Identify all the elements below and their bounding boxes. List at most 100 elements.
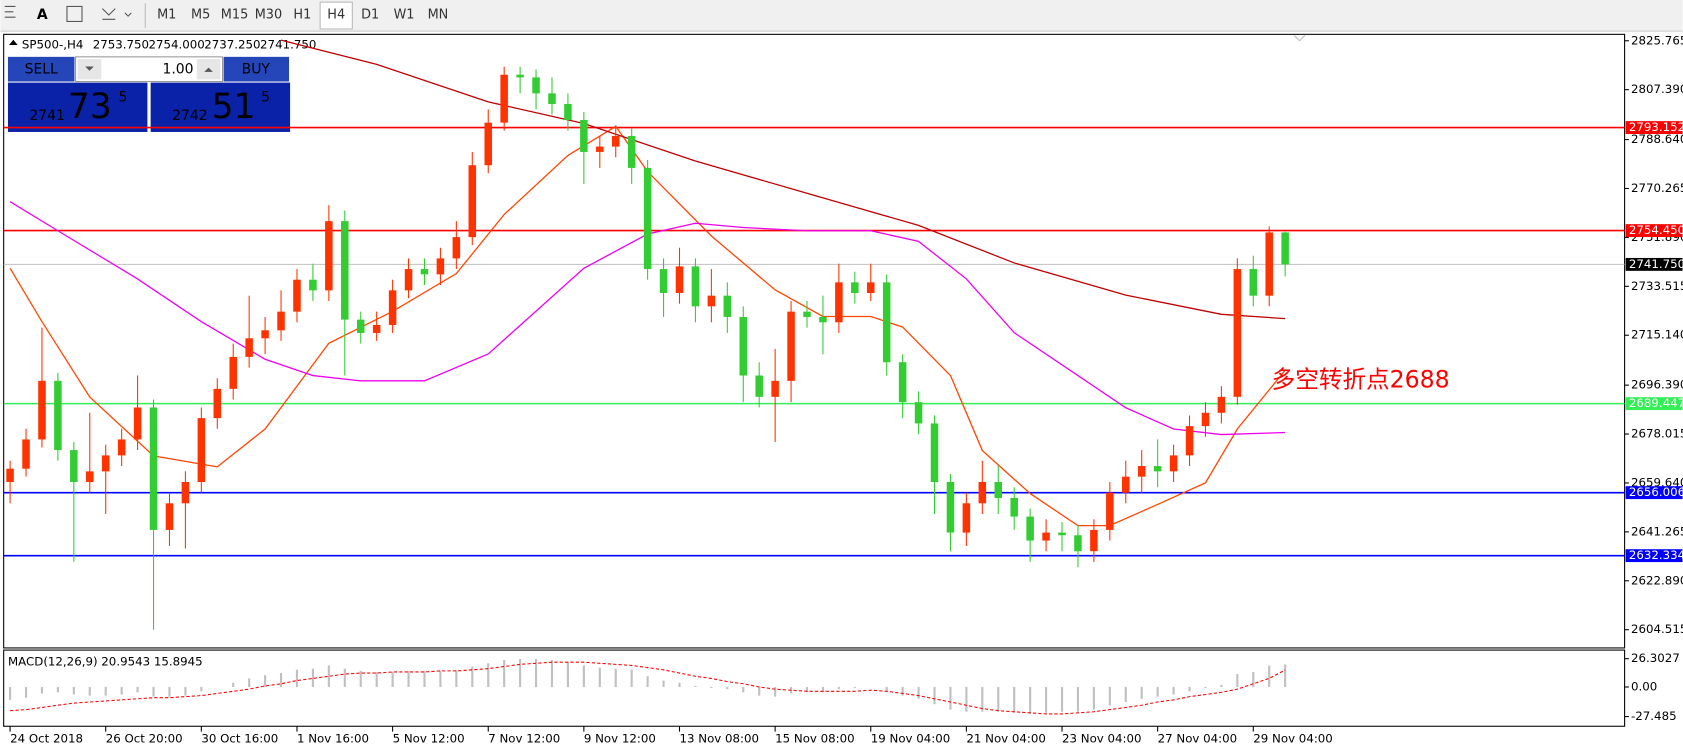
candle-body [309,279,317,291]
x-tick-label: 19 Nov 04:00 [871,732,951,746]
candle-body [133,407,142,440]
ohlc-label: 2753.750 [93,38,149,52]
candle-body [1042,532,1050,541]
sell-price-big: 2741 [29,108,64,124]
x-tick-label: 9 Nov 12:00 [584,732,656,746]
candle-body [1026,516,1034,541]
collapse-arrow[interactable] [9,39,18,46]
candle-body [245,338,253,357]
candle-body [500,74,508,123]
level-label: 2754.450 [1629,223,1683,237]
sell-button[interactable] [7,56,75,82]
moving-average [9,125,1286,527]
timeframe-button[interactable]: MN [428,8,449,23]
down-arrow [85,66,94,71]
candle-body [1122,476,1130,493]
candle-body [739,316,748,376]
price-pane [3,33,1626,649]
macd-y-tick-label: 0.00 [1631,679,1657,693]
timeframes: M1 M5 M15 M30 H1 H4 D1 W1 MN [157,1,449,30]
sell-price-box[interactable] [7,82,148,132]
icon-text-a[interactable]: A [37,7,48,23]
candle-body [755,375,763,397]
candle-body [1185,426,1194,456]
candle-body [1201,412,1210,427]
annotation: 多空转折点2688 [1272,365,1450,393]
candle-body [1074,535,1082,552]
buy-price-pips: 51 [212,87,256,127]
candle-body [627,135,636,168]
candle-body [1233,269,1242,397]
candle-body [659,269,668,294]
candle-body [404,269,413,291]
candle-body [356,319,365,333]
candle-body [707,295,716,307]
candle-body [277,311,285,331]
y-tick-label: 2678.015 [1631,427,1683,441]
candle-body [213,388,222,419]
candle-body [372,324,381,333]
candle-body [229,356,237,389]
y-tick-label: 2825.765 [1631,33,1683,47]
macd-y-tick-label: -27.485 [1631,709,1677,723]
timeframe-button[interactable]: H1 [293,8,311,23]
icon-shapes[interactable] [101,8,132,20]
candle-body [1106,492,1114,530]
candle-body [867,282,875,294]
y-tick-label: 2788.640 [1631,132,1683,146]
buy-price-box[interactable] [150,82,291,132]
level-tag [1625,121,1683,135]
candle-body [165,503,174,530]
candle-body [261,330,269,339]
candle-body [1153,466,1162,472]
up-arrow [204,67,213,72]
buy-label[interactable]: BUY [242,62,271,78]
x-tick-label: 27 Nov 04:00 [1158,732,1238,746]
buy-price-big: 2742 [172,108,207,124]
macd-signal [10,661,1286,715]
timeframe-button[interactable]: H4 [327,8,345,23]
timeframe-button[interactable]: D1 [361,8,379,23]
candle-body [1137,466,1146,477]
candle-body [1090,529,1098,552]
timeframe-button[interactable]: W1 [394,8,415,23]
y-tick-label: 2604.515 [1631,622,1683,636]
level-tag [1625,257,1683,271]
timeframe-button[interactable]: M15 [221,8,248,23]
candle-body [994,482,1003,498]
candle-body [293,279,301,312]
timeframe-button[interactable]: M30 [255,8,282,23]
sell-label[interactable]: SELL [25,62,58,78]
candle-body [548,93,556,105]
candle-body [1058,532,1066,536]
y-tick-label: 2733.515 [1631,279,1683,293]
moving-average [280,39,1286,320]
candle-body [1169,455,1178,472]
candle-body [516,74,524,78]
ohlc-label: 2737.250 [204,38,260,52]
candle-body [851,282,859,294]
candle-body [564,104,572,120]
level-label: 2656.006 [1629,485,1683,499]
moving-average [9,201,1286,436]
timeframe-button[interactable]: M1 [157,8,176,23]
candle-body [580,119,588,152]
y-tick-label: 2770.265 [1631,181,1683,195]
x-tick-label: 7 Nov 12:00 [488,732,560,746]
candle-body [388,290,397,325]
icon-label[interactable] [66,5,83,22]
y-tick-label: 2659.640 [1631,475,1683,489]
level-tag [1625,397,1683,411]
y-tick-label: 2807.390 [1631,82,1683,96]
buy-button[interactable] [223,56,290,82]
y-tick-label: 2641.265 [1631,524,1683,538]
x-tick-label: 29 Nov 04:00 [1253,732,1333,746]
toolbar-icons: A [4,3,146,28]
x-tick-label: 23 Nov 04:00 [1062,732,1142,746]
candle-body [325,221,333,291]
lots[interactable]: 1.00 [163,62,194,78]
candle-body [1249,269,1258,296]
x-tick-label: 13 Nov 08:00 [679,732,759,746]
timeframe-button[interactable]: M5 [191,8,210,23]
